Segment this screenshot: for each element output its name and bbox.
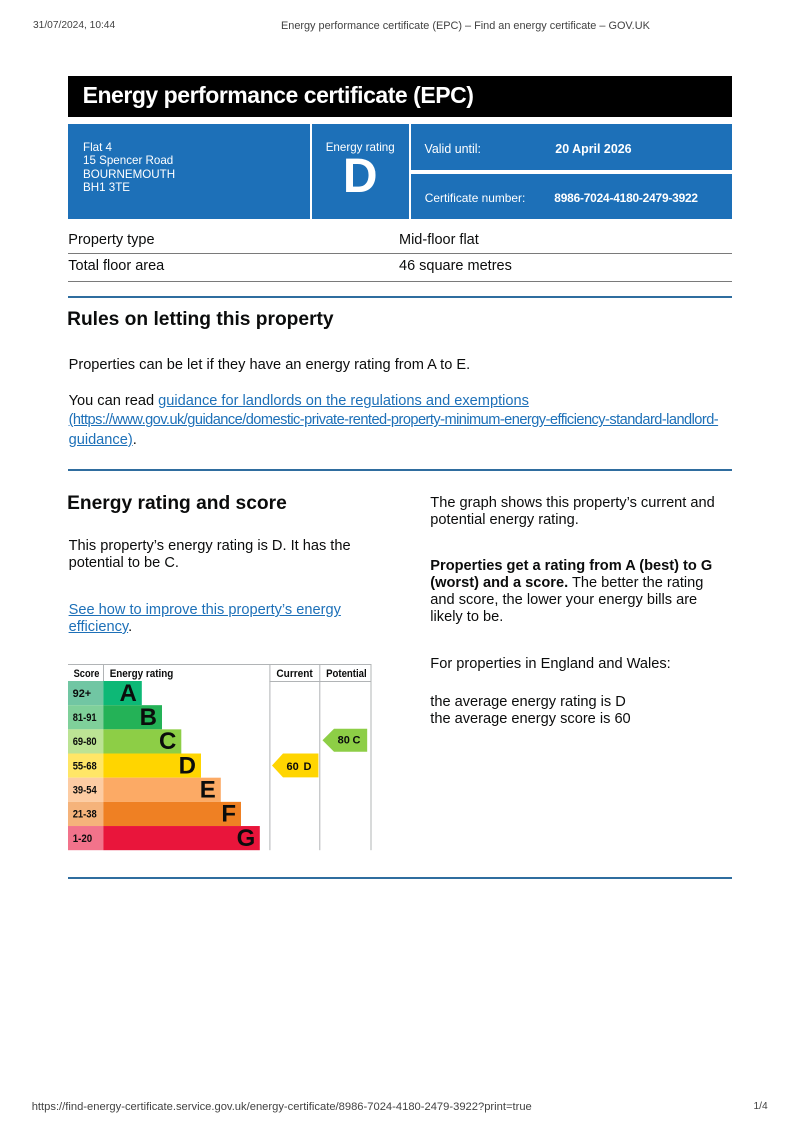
svg-text:60: 60	[287, 761, 299, 773]
svg-text:Current: Current	[276, 668, 313, 680]
svg-text:A: A	[119, 680, 136, 707]
svg-text:Potential: Potential	[326, 668, 367, 680]
svg-text:55-68: 55-68	[73, 760, 97, 772]
svg-text:F: F	[221, 801, 236, 828]
svg-text:80: 80	[338, 734, 350, 746]
svg-text:B: B	[140, 704, 157, 731]
svg-text:39-54: 39-54	[73, 785, 97, 797]
svg-text:21-38: 21-38	[73, 809, 97, 821]
svg-text:81-91: 81-91	[73, 712, 97, 724]
svg-text:69-80: 69-80	[73, 736, 97, 748]
svg-text:1-20: 1-20	[73, 833, 93, 845]
svg-text:E: E	[200, 777, 216, 804]
svg-text:C: C	[353, 734, 361, 746]
svg-text:Energy rating: Energy rating	[110, 668, 174, 680]
svg-text:D: D	[179, 752, 196, 779]
svg-text:92+: 92+	[73, 688, 92, 700]
svg-text:C: C	[159, 728, 176, 755]
svg-text:G: G	[237, 825, 256, 852]
svg-text:Score: Score	[74, 668, 100, 680]
svg-text:D: D	[304, 761, 312, 773]
